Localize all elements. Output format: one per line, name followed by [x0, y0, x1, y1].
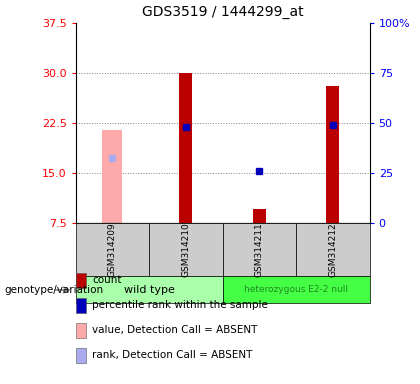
- Text: GSM314211: GSM314211: [255, 222, 264, 277]
- Text: count: count: [92, 275, 122, 285]
- Bar: [253, 209, 266, 223]
- Text: GSM314212: GSM314212: [328, 222, 337, 277]
- Bar: [326, 86, 339, 223]
- Text: rank, Detection Call = ABSENT: rank, Detection Call = ABSENT: [92, 350, 253, 360]
- Text: genotype/variation: genotype/variation: [4, 285, 103, 295]
- Bar: [179, 73, 192, 223]
- Title: GDS3519 / 1444299_at: GDS3519 / 1444299_at: [142, 5, 303, 19]
- Text: wild type: wild type: [123, 285, 175, 295]
- Bar: [102, 129, 122, 223]
- Text: heterozygous E2-2 null: heterozygous E2-2 null: [244, 285, 348, 295]
- Text: GSM314210: GSM314210: [181, 222, 190, 277]
- Text: GSM314209: GSM314209: [108, 222, 117, 277]
- Text: value, Detection Call = ABSENT: value, Detection Call = ABSENT: [92, 325, 258, 335]
- Text: percentile rank within the sample: percentile rank within the sample: [92, 300, 268, 310]
